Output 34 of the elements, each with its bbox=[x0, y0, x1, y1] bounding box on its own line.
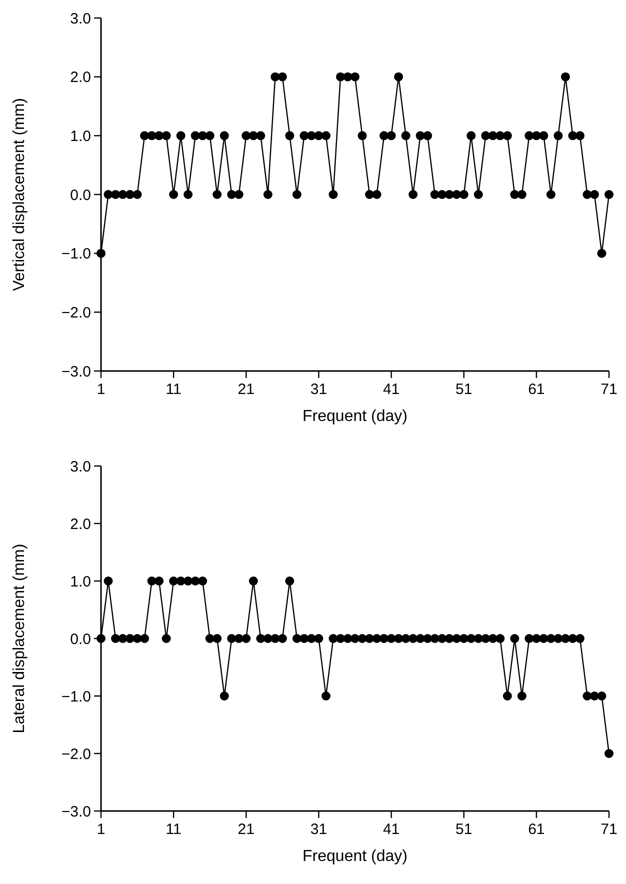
y-tick-label: 0.0 bbox=[70, 630, 91, 648]
x-tick-label: 41 bbox=[382, 821, 400, 838]
x-tick-label: 31 bbox=[310, 381, 328, 398]
x-tick-label: 11 bbox=[166, 381, 182, 398]
y-axis-title: Lateral displacement (mm) bbox=[11, 544, 28, 734]
y-tick-label: 0.0 bbox=[70, 186, 91, 204]
x-tick-label: 11 bbox=[166, 821, 182, 838]
x-tick-label: 51 bbox=[456, 381, 472, 398]
y-axis-title: Vertical displacement (mm) bbox=[11, 98, 28, 291]
y-tick-label: −1.0 bbox=[61, 246, 91, 263]
x-axis-title: Frequent (day) bbox=[302, 848, 408, 865]
y-tick-label: 3.0 bbox=[70, 458, 91, 476]
y-tick-label: 3.0 bbox=[70, 10, 91, 28]
x-tick-label: 51 bbox=[456, 821, 472, 838]
y-tick-label: 1.0 bbox=[70, 128, 91, 145]
x-tick-label: 41 bbox=[382, 381, 400, 398]
y-tick-label: −2.0 bbox=[61, 746, 91, 763]
x-tick-label: 61 bbox=[528, 821, 545, 838]
x-tick-label: 71 bbox=[600, 381, 618, 398]
x-tick-label: 1 bbox=[96, 821, 106, 838]
y-tick-label: −3.0 bbox=[61, 803, 91, 820]
y-tick-label: −3.0 bbox=[61, 363, 91, 380]
x-tick-label: 71 bbox=[600, 821, 618, 838]
x-tick-label: 21 bbox=[238, 381, 254, 398]
x-tick-label: 31 bbox=[310, 821, 328, 838]
y-tick-label: 2.0 bbox=[70, 516, 91, 533]
x-tick-label: 21 bbox=[238, 821, 254, 838]
y-tick-label: 2.0 bbox=[70, 69, 91, 86]
y-tick-label: −1.0 bbox=[61, 688, 91, 706]
x-tick-label: 1 bbox=[96, 381, 106, 398]
y-tick-label: 1.0 bbox=[70, 573, 91, 590]
x-axis-title: Frequent (day) bbox=[302, 408, 408, 425]
x-tick-label: 61 bbox=[528, 381, 545, 398]
y-tick-label: −2.0 bbox=[61, 304, 91, 322]
